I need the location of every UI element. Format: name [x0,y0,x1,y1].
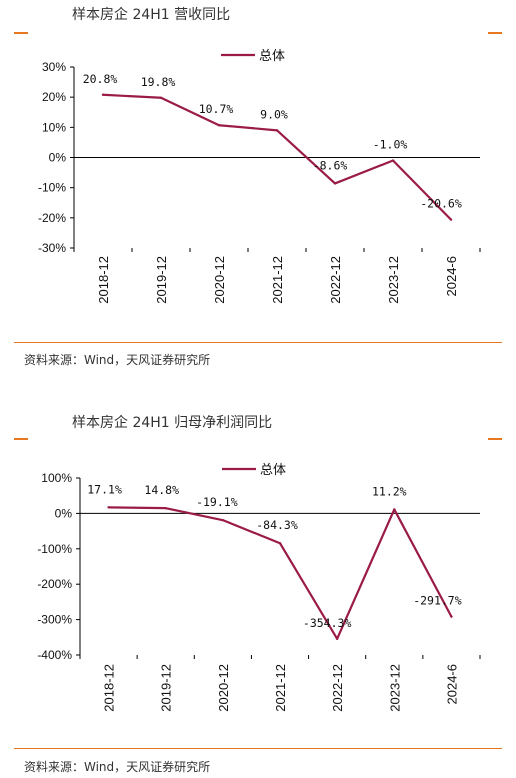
x-tick-label: 2023-12 [387,664,402,712]
y-tick-label: 30% [42,60,66,74]
accent-divider-left [14,32,28,34]
x-tick-label: 2019-12 [154,256,169,304]
data-point [393,508,396,511]
data-label: -84.3% [256,518,298,532]
x-tick-label: 2022-12 [330,664,345,712]
data-point [101,93,105,96]
y-tick-label: -30% [38,241,66,255]
data-label: -8.6% [313,158,348,172]
x-tick-label: 2024-6 [444,256,459,296]
data-point [391,159,395,162]
x-tick-label: 2018-12 [102,664,117,712]
x-tick-label: 2021-12 [273,664,288,712]
source-note: 资料来源：Wind，天风证券研究所 [24,760,211,774]
chart-title: 样本房企 24H1 营收同比 [72,7,231,23]
data-label: 20.8% [83,72,118,86]
data-point [159,96,163,99]
data-point [107,506,110,509]
y-tick-label: -10% [38,181,66,195]
y-tick-label: -100% [37,542,72,556]
legend-label: 总体 [260,463,286,478]
data-point [333,182,337,185]
data-label: 19.8% [141,75,176,89]
source-note: 资料来源：Wind，天风证券研究所 [24,353,211,367]
accent-divider-left [14,438,28,440]
x-tick-label: 2021-12 [270,256,285,304]
data-label: 11.2% [372,484,407,498]
x-tick-label: 2020-12 [216,664,231,712]
y-tick-label: -300% [37,613,72,627]
y-tick-label: -400% [37,648,72,662]
y-tick-label: 10% [42,120,66,134]
x-tick-label: 2020-12 [212,256,227,304]
data-label: 17.1% [87,482,122,496]
y-tick-label: 0% [49,151,67,165]
x-tick-label: 2022-12 [328,256,343,304]
data-point [275,129,279,132]
revenue-yoy-chart: 30% 20% 10% 0% -10% -20% -30% 2018-12 2019-12 202… [38,49,481,304]
x-tick-label: 2024-6 [444,664,459,704]
chart-title: 样本房企 24H1 归母净利润同比 [72,415,273,431]
data-label: 9.0% [260,107,288,121]
x-tick-label: 2018-12 [96,256,111,304]
x-tick-label: 2019-12 [159,664,174,712]
data-point [221,518,225,522]
y-tick-label: 100% [41,471,72,485]
source-divider [14,342,502,343]
data-label: -1.0% [373,138,408,152]
accent-divider-right [488,438,502,440]
y-tick-label: -200% [37,577,72,591]
data-label: -291.7% [413,594,462,608]
data-label: -19.1% [196,495,238,509]
chart-panel-net-profit: 样本房企 24H1 归母净利润同比 100% 0% -100% -200% -300% -… [0,398,516,778]
y-tick-label: 0% [55,506,73,520]
data-label: 14.8% [144,483,179,497]
data-label: -20.6% [420,197,462,211]
data-point [449,218,453,221]
chart-panel-revenue: 样本房企 24H1 营收同比 30% 20% 10% 0% -10% -20% -30% 20… [0,0,516,380]
data-point [335,637,339,641]
y-tick-label: 20% [42,90,66,104]
source-divider [14,748,502,749]
data-point [450,615,453,618]
y-tick-label: -20% [38,211,66,225]
data-point [164,506,167,510]
net-profit-yoy-chart: 100% 0% -100% -200% -300% -400% 2018-12 2019-12… [37,463,481,712]
data-point [278,542,282,545]
data-point [217,124,221,127]
legend-label: 总体 [259,49,285,64]
data-label: 10.7% [199,102,234,116]
x-tick-label: 2023-12 [386,256,401,304]
accent-divider-right [488,32,502,34]
data-label: -354.3% [303,616,352,630]
